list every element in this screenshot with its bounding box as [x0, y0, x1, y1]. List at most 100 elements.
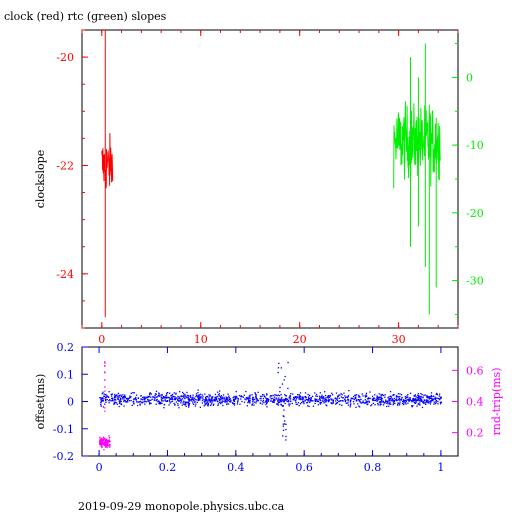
offset-dip-point — [285, 428, 287, 431]
offset-point — [345, 396, 347, 398]
offset-point — [298, 394, 300, 396]
offset-point — [175, 401, 178, 403]
offset-point — [401, 402, 404, 405]
offset-point — [277, 399, 280, 401]
offset-point — [245, 399, 247, 401]
offset-point — [307, 400, 309, 402]
offset-point — [301, 396, 303, 399]
offset-point — [177, 399, 179, 401]
offset-point — [113, 403, 115, 405]
offset-point — [221, 396, 224, 398]
offset-point — [289, 398, 291, 400]
offset-point — [166, 392, 168, 394]
offset-point — [421, 406, 424, 409]
offset-point — [392, 398, 394, 400]
offset-point — [372, 398, 374, 401]
offset-point — [120, 395, 123, 397]
offset-point — [418, 399, 420, 401]
offset-point — [225, 399, 227, 401]
offset-point — [173, 402, 175, 405]
offset-point — [390, 403, 392, 405]
offset-point — [235, 390, 237, 393]
offset-point — [204, 403, 206, 405]
offset-point — [168, 396, 170, 398]
offset-point — [194, 401, 196, 403]
offset-point — [150, 402, 152, 405]
offset-point — [364, 396, 367, 398]
offset-point — [224, 401, 226, 403]
offset-point — [115, 399, 117, 401]
offset-point — [154, 394, 156, 397]
offset-point — [289, 397, 292, 399]
offset-point — [403, 401, 405, 403]
offset-point — [120, 403, 122, 405]
offset-point — [327, 395, 329, 397]
offset-point — [150, 396, 152, 398]
offset-point — [210, 403, 213, 405]
offset-point — [280, 399, 282, 401]
offset-point — [220, 398, 222, 400]
offset-point — [252, 398, 254, 401]
offset-point — [397, 393, 400, 395]
offset-point — [302, 398, 304, 400]
offset-point — [378, 401, 381, 403]
offset-point — [267, 399, 269, 402]
offset-point — [373, 397, 376, 399]
offset-point — [429, 401, 431, 403]
rnd-trip-point — [101, 442, 104, 445]
offset-point — [140, 398, 142, 400]
offset-point — [252, 402, 254, 404]
offset-point — [238, 395, 241, 397]
top-y-axis-label: clockslope — [34, 150, 47, 208]
offset-point — [237, 399, 239, 401]
offset-point — [132, 398, 135, 400]
offset-point — [188, 397, 190, 399]
offset-point — [298, 405, 300, 407]
offset-point — [195, 395, 197, 398]
offset-point — [299, 392, 302, 394]
offset-point — [179, 398, 181, 400]
offset-point — [380, 394, 383, 396]
offset-point — [402, 400, 404, 403]
offset-point — [113, 401, 115, 403]
offset-point — [123, 396, 125, 399]
offset-point — [331, 399, 333, 401]
offset-point — [117, 397, 119, 399]
offset-point — [249, 396, 251, 398]
offset-point — [219, 390, 221, 392]
offset-outlier-point — [281, 383, 284, 385]
offset-point — [312, 405, 315, 407]
offset-point — [252, 397, 255, 399]
offset-point — [316, 400, 319, 403]
bottom-panel: 0 0.2 0.4 0.6 0.8 1 0.2 0.1 0 -0.1 -0.2 0.6 0.4 0.2 of… — [34, 341, 503, 474]
offset-point — [133, 402, 135, 404]
offset-point — [339, 394, 341, 396]
offset-point — [124, 394, 126, 396]
offset-point — [180, 400, 182, 402]
offset-point — [245, 397, 247, 399]
offset-dip-point — [282, 405, 284, 407]
offset-point — [199, 406, 201, 408]
offset-point — [251, 398, 254, 400]
offset-point — [353, 403, 355, 405]
offset-point — [280, 404, 282, 406]
offset-point — [407, 396, 409, 398]
offset-point — [404, 397, 407, 400]
offset-point — [347, 402, 349, 404]
offset-point — [419, 400, 421, 402]
offset-point — [294, 396, 296, 398]
offset-point — [155, 390, 158, 392]
offset-point — [347, 395, 350, 397]
offset-dip-point — [284, 423, 286, 425]
offset-point — [405, 399, 408, 401]
offset-point — [209, 395, 211, 398]
offset-point — [349, 406, 351, 408]
offset-point — [437, 400, 439, 403]
offset-point — [252, 400, 254, 402]
offset-point — [328, 400, 330, 402]
offset-point — [266, 400, 268, 402]
offset-point — [348, 390, 350, 392]
offset-point — [426, 396, 428, 398]
offset-point — [207, 405, 209, 407]
offset-point — [150, 399, 152, 401]
